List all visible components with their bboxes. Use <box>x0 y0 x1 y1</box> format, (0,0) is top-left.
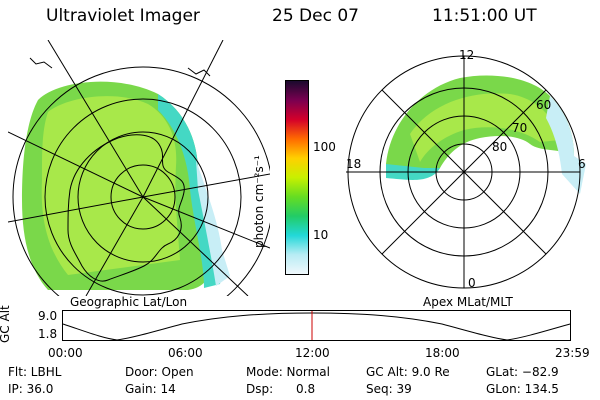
timeline-ytick-9: 9.0 <box>38 309 58 323</box>
info-filter: Flt: LBHL <box>8 365 62 379</box>
timeline-xtick-0600: 06:00 <box>168 346 203 360</box>
mlt-label-6: 6 <box>578 157 586 171</box>
info-seq: Seq: 39 <box>366 382 412 396</box>
mlt-label-12: 12 <box>459 48 475 62</box>
geo-caption: Geographic Lat/Lon <box>70 295 188 309</box>
timeline-ytick-1-8: 1.8 <box>38 327 58 341</box>
info-ip: IP: 36.0 <box>8 382 54 396</box>
timeline-axis-label: GC Alt <box>0 305 12 343</box>
mlt-label-18: 18 <box>346 157 362 171</box>
info-mode: Mode: Normal <box>246 365 330 379</box>
time-label: 11:51:00 UT <box>432 6 537 26</box>
altitude-curve <box>62 312 571 341</box>
colorbar-tick-100: 100 <box>313 140 336 154</box>
geographic-map <box>8 40 270 296</box>
info-gc-alt: GC Alt: 9.0 Re <box>366 365 450 379</box>
colorbar-unit-label: photon cm⁻²s⁻¹ <box>252 155 266 248</box>
mlat-label-70: 70 <box>512 121 528 135</box>
timeline-xtick-1800: 18:00 <box>425 346 460 360</box>
instrument-title: Ultraviolet Imager <box>46 6 200 26</box>
mlat-label-60: 60 <box>536 98 552 112</box>
mag-caption: Apex MLat/MLT <box>423 295 513 309</box>
info-glon: GLon: 134.5 <box>486 382 559 396</box>
date-label: 25 Dec 07 <box>272 6 359 26</box>
info-glat: GLat: −82.9 <box>486 365 559 379</box>
timeline-xtick-0000: 00:00 <box>48 346 83 360</box>
timeline-xtick-1200: 12:00 <box>295 346 330 360</box>
info-dsp: Dsp: 0.8 <box>246 382 316 396</box>
colorbar <box>285 80 309 275</box>
timeline-xtick-2359: 23:59 <box>555 346 590 360</box>
info-door: Door: Open <box>125 365 194 379</box>
mlat-label-80: 80 <box>492 140 508 154</box>
altitude-timeline <box>62 310 571 341</box>
info-gain: Gain: 14 <box>125 382 176 396</box>
mlt-label-0: 0 <box>468 276 476 290</box>
magnetic-polar-plot <box>346 55 586 289</box>
colorbar-tick-10: 10 <box>313 228 329 242</box>
